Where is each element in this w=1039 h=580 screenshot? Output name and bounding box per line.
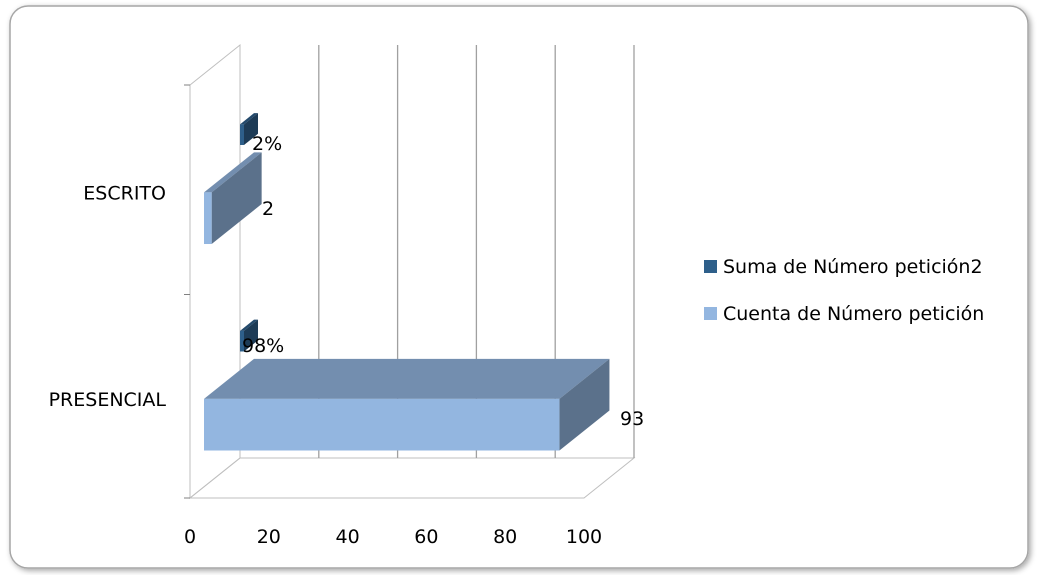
bar-front-face	[204, 192, 212, 245]
x-tick-label: 100	[566, 526, 602, 548]
bar-front-face	[240, 124, 244, 145]
legend-label: Cuenta de Número petición	[723, 303, 984, 325]
bar-side-face	[244, 113, 258, 145]
bar-side-face	[211, 152, 262, 245]
x-tick-label: 20	[257, 526, 281, 548]
bar-top-face	[204, 152, 262, 193]
x-tick-label: 40	[336, 526, 360, 548]
legend: Suma de Número petición2 Cuenta de Número…	[704, 256, 984, 325]
data-label: 2	[262, 198, 274, 220]
chart-border	[9, 5, 1029, 569]
bar-top-face	[204, 358, 610, 399]
x-tick-labels: 0 20 40 60 80 100	[184, 526, 602, 548]
legend-swatch	[704, 260, 717, 273]
bar-side-face	[244, 319, 258, 352]
bar	[204, 358, 610, 451]
x-tick-label: 0	[184, 526, 196, 548]
data-label: 93	[620, 408, 644, 430]
x-tick-label: 60	[414, 526, 438, 548]
data-labels: 2% 2 98% 93	[242, 133, 644, 430]
bar-side-face	[559, 358, 610, 451]
bar	[240, 113, 258, 145]
bar-top-face	[240, 113, 258, 125]
bar	[204, 152, 262, 245]
bar-top-face	[240, 319, 258, 331]
bar-front-face	[204, 398, 560, 451]
category-label: ESCRITO	[83, 182, 166, 204]
data-label: 2%	[252, 133, 282, 155]
legend-label: Suma de Número petición2	[723, 256, 983, 278]
bars	[204, 113, 610, 451]
category-labels: ESCRITO PRESENCIAL	[49, 182, 167, 411]
bar	[240, 319, 258, 352]
legend-swatch	[704, 307, 717, 320]
data-label: 98%	[242, 335, 284, 357]
category-label: PRESENCIAL	[49, 389, 167, 411]
x-tick-label: 80	[493, 526, 517, 548]
bar-front-face	[240, 330, 244, 352]
